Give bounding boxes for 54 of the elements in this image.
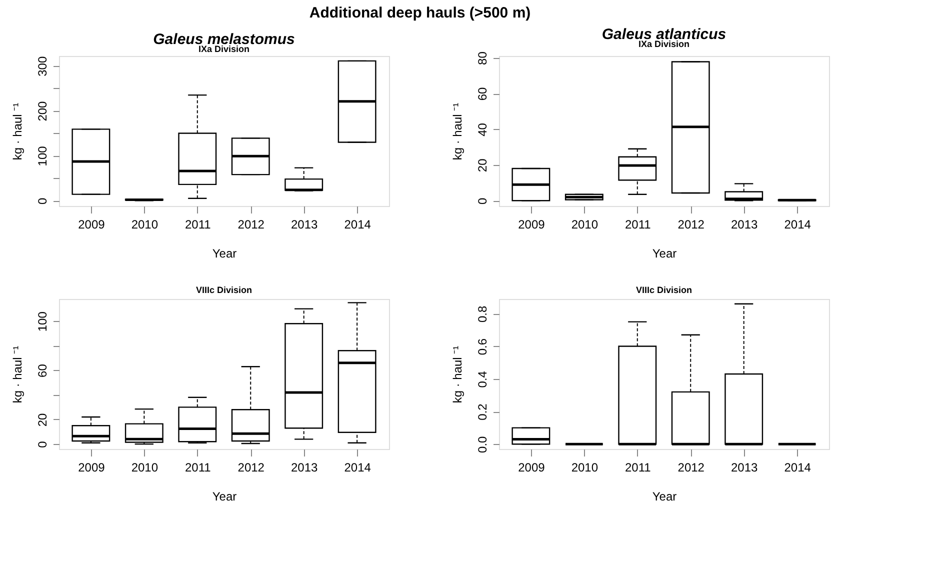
y-axis-title: kg · haul ⁻¹ xyxy=(450,346,464,404)
y-axis-title: kg · haul ⁻¹ xyxy=(10,346,24,404)
chart-subtitle: IXa Division xyxy=(198,44,250,54)
x-tick-label: 2011 xyxy=(624,460,652,474)
x-tick-label: 2013 xyxy=(290,460,318,474)
y-tick-label: 40 xyxy=(476,122,490,136)
y-tick-label: 100 xyxy=(36,146,50,166)
y-tick-label: 0 xyxy=(36,197,50,204)
x-tick-label: 2011 xyxy=(184,460,212,474)
x-tick-label: 2009 xyxy=(78,218,106,232)
x-tick-label: 2010 xyxy=(571,460,598,474)
x-tick-label: 2010 xyxy=(571,218,598,232)
y-tick-label: 0.4 xyxy=(476,370,490,388)
y-tick-label: 20 xyxy=(476,158,490,172)
x-tick-label: 2009 xyxy=(518,460,546,474)
chart-title: VIIIc Division xyxy=(196,285,252,295)
x-tick-label: 2013 xyxy=(730,218,758,232)
y-axis-title: kg · haul ⁻¹ xyxy=(10,102,24,160)
x-axis-title: Year xyxy=(212,490,237,504)
x-tick-label: 2014 xyxy=(784,460,812,474)
y-tick-label: 0.2 xyxy=(476,403,490,420)
y-tick-label: 200 xyxy=(36,100,50,122)
x-tick-label: 2010 xyxy=(131,218,158,232)
y-tick-label: 60 xyxy=(476,87,490,101)
y-tick-label: 20 xyxy=(36,413,50,427)
x-tick-label: 2014 xyxy=(784,218,812,232)
y-tick-label: 300 xyxy=(36,56,50,76)
y-tick-label: 0 xyxy=(476,197,490,204)
x-tick-label: 2011 xyxy=(184,218,212,232)
x-tick-label: 2012 xyxy=(238,218,265,232)
y-tick-label: 0.0 xyxy=(476,436,490,453)
x-tick-label: 2013 xyxy=(290,218,318,232)
y-tick-label: 0.6 xyxy=(476,338,490,356)
x-axis-title: Year xyxy=(212,246,237,260)
x-tick-label: 2012 xyxy=(678,218,705,232)
x-tick-label: 2014 xyxy=(344,460,372,474)
x-axis-title: Year xyxy=(652,490,677,504)
x-tick-label: 2009 xyxy=(518,218,546,232)
y-tick-label: 100 xyxy=(36,311,50,332)
x-tick-label: 2013 xyxy=(730,460,758,474)
y-tick-label: 80 xyxy=(476,51,490,65)
x-tick-label: 2009 xyxy=(78,460,106,474)
y-tick-label: 0 xyxy=(36,440,50,448)
x-tick-label: 2010 xyxy=(131,460,158,474)
x-tick-label: 2011 xyxy=(624,218,652,232)
chart-title: VIIIc Division xyxy=(636,285,692,295)
y-axis-title: kg · haul ⁻¹ xyxy=(450,102,464,160)
y-tick-label: 60 xyxy=(36,364,50,378)
x-tick-label: 2012 xyxy=(238,460,265,474)
y-tick-label: 0.8 xyxy=(476,306,490,323)
x-tick-label: 2012 xyxy=(678,460,705,474)
x-tick-label: 2014 xyxy=(344,218,372,232)
x-axis-title: Year xyxy=(652,246,677,260)
text: Additional deep hauls (>500 m) xyxy=(309,4,531,22)
